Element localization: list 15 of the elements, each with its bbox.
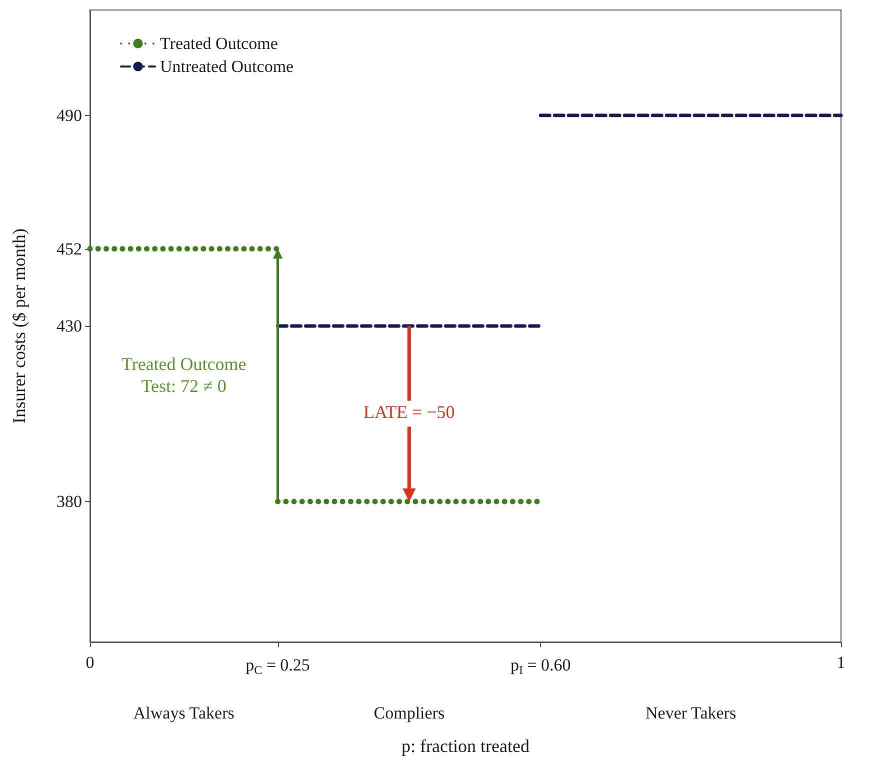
x-tick-label: 1: [836, 653, 846, 672]
text: Always Takers: [133, 704, 234, 722]
legend-label: Treated Outcome: [160, 34, 278, 53]
x-tick-label: 0: [86, 653, 94, 672]
text: Never Takers: [646, 704, 736, 722]
y-axis-title: Insurer costs ($ per month): [9, 228, 29, 424]
y-tick-label: 452: [56, 239, 82, 258]
annotation: Treated Outcome Test: 72 ≠ 0: [121, 354, 246, 396]
text: Compliers: [374, 704, 445, 722]
annotation: LATE = −50: [364, 402, 455, 422]
x-axis-title: p: fraction treated: [402, 736, 530, 756]
y-tick-label: 380: [56, 492, 82, 512]
y-tick-label: 430: [56, 316, 82, 336]
legend-label: Untreated Outcome: [160, 57, 294, 76]
y-tick-label: 490: [56, 106, 82, 125]
